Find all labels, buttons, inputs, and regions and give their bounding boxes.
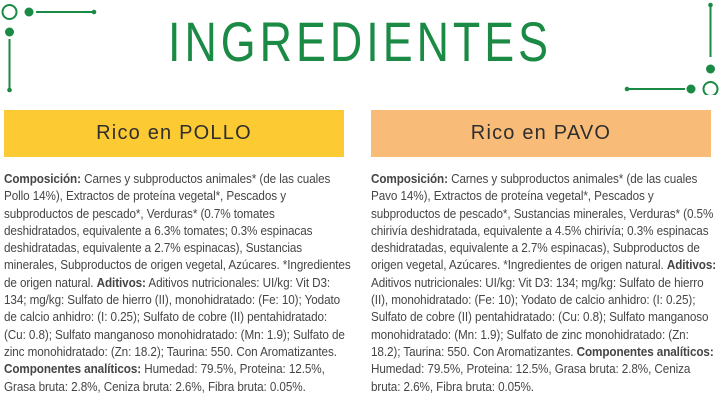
- column-pollo: Rico en POLLO Composición: Carnes y subp…: [4, 110, 351, 395]
- pollo-ingredients-text: Composición: Carnes y subproductos anima…: [4, 170, 351, 395]
- pavo-header-bar: Rico en PAVO: [371, 110, 711, 157]
- pavo-additives-label: Aditivos:: [666, 257, 717, 273]
- ingredient-columns: Rico en POLLO Composición: Carnes y subp…: [0, 110, 720, 395]
- pollo-header-bar: Rico en POLLO: [4, 110, 344, 157]
- title-row: INGREDIENTES: [0, 0, 720, 76]
- pavo-composition-label: Composición:: [371, 171, 448, 186]
- pollo-additives-text: Aditivos nutricionales: UI/kg: Vit D3: 1…: [4, 274, 345, 359]
- pollo-header-label: Rico en POLLO: [96, 122, 252, 144]
- pavo-composition-text: Carnes y subproductos animales* (de las …: [371, 171, 714, 273]
- pollo-composition-label: Composición:: [4, 171, 81, 186]
- pavo-additives-text: Aditivos nutricionales: UI/kg: Vit D3: 1…: [371, 274, 709, 359]
- pollo-analytics-label: Componentes analíticos:: [4, 361, 142, 377]
- page-title: INGREDIENTES: [167, 10, 553, 73]
- column-pavo: Rico en PAVO Composición: Carnes y subpr…: [371, 110, 716, 395]
- pollo-additives-label: Aditivos:: [96, 274, 146, 290]
- pavo-ingredients-text: Composición: Carnes y subproductos anima…: [371, 170, 718, 395]
- pavo-analytics-label: Componentes analíticos:: [576, 343, 714, 359]
- pollo-composition-text: Carnes y subproductos animales* (de las …: [4, 171, 351, 290]
- pavo-header-label: Rico en PAVO: [470, 122, 612, 144]
- pollo-analytics-text: Humedad: 79.5%, Proteina: 12.5%, Grasa b…: [4, 361, 325, 394]
- pavo-analytics-text: Humedad: 79.5%, Proteina: 12.5%, Grasa b…: [371, 361, 691, 394]
